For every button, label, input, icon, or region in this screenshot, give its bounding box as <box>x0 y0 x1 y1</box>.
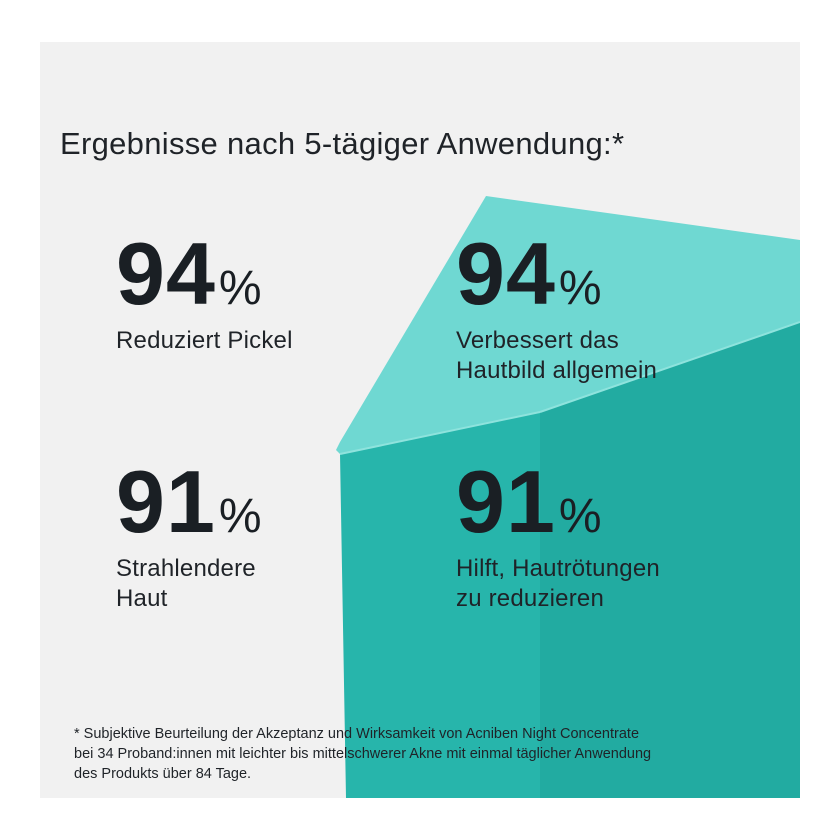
stat-label: Verbessert das Hautbild allgemein <box>456 327 658 384</box>
footnote: * Subjektive Beurteilung der Akzeptanz u… <box>74 726 652 782</box>
stat-value: 91% <box>116 452 263 551</box>
teal-cube-graphic <box>336 196 800 798</box>
stat-reduces-redness: 91% Hilft, Hautrötungen zu reduzieren <box>456 458 660 614</box>
stat-radiant-skin: 91% Strahlendere Haut <box>116 458 263 614</box>
stat-value: 94% <box>456 224 603 323</box>
stat-value: 94% <box>116 224 263 323</box>
cube-edge <box>339 411 541 455</box>
headline: Ergebnisse nach 5-tägiger Anwendung:* <box>60 126 625 161</box>
stat-improves-skin: 94% Verbessert das Hautbild allgemein <box>456 230 657 386</box>
promo-panel: Ergebnisse nach 5-tägiger Anwendung:* 94… <box>40 42 800 798</box>
stat-label: Reduziert Pickel <box>116 327 293 354</box>
cube-top-face <box>336 196 800 454</box>
cube-edge-right <box>539 321 800 413</box>
stat-label: Strahlendere Haut <box>116 555 256 612</box>
cube-side-face <box>540 322 800 798</box>
stat-value: 91% <box>456 452 603 551</box>
stat-label: Hilft, Hautrötungen zu reduzieren <box>456 555 660 612</box>
stat-reduces-pimples: 94% Reduziert Pickel <box>116 230 293 356</box>
